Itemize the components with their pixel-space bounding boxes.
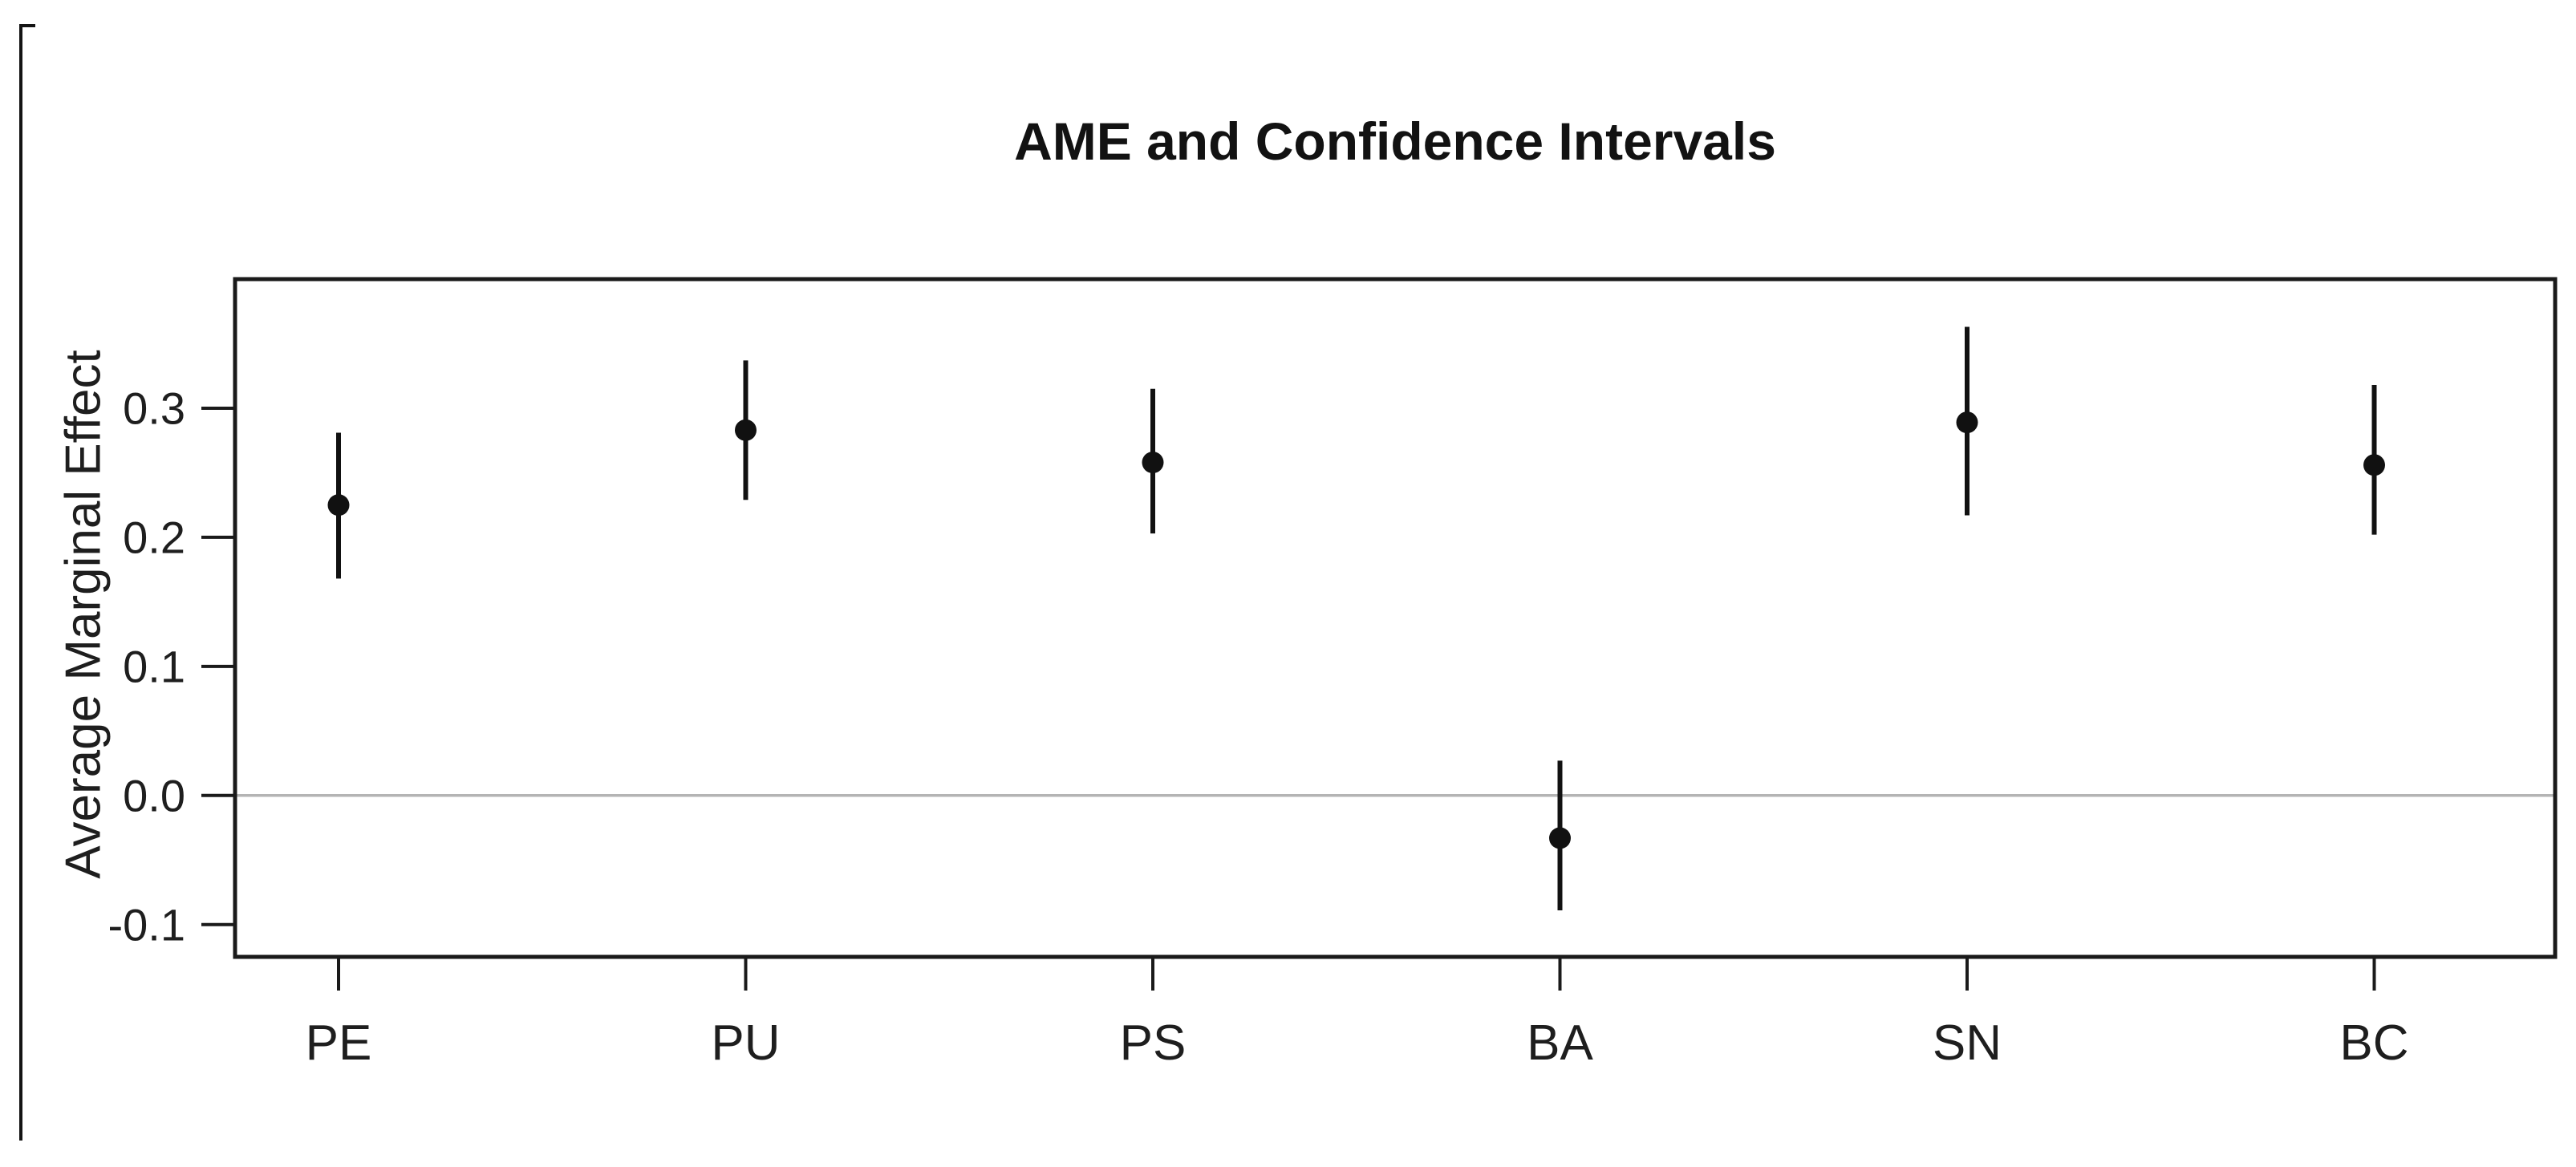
page-left-border-line [19, 24, 22, 1141]
x-category-label: BA [1527, 1015, 1593, 1071]
x-category-label: PE [306, 1015, 372, 1071]
ame-point-marker [735, 419, 757, 441]
y-tick-label: -0.1 [108, 899, 186, 950]
y-tick-label: 0.0 [123, 770, 185, 821]
page-left-border-nub [19, 24, 35, 27]
x-category-label: BC [2339, 1015, 2408, 1071]
ame-point-marker [1956, 411, 1978, 434]
x-category-label: PU [711, 1015, 780, 1071]
ame-point-marker [327, 494, 350, 517]
y-tick-label: 0.3 [123, 383, 185, 433]
ame-point-marker [2363, 454, 2385, 476]
y-tick-label: 0.2 [123, 512, 185, 562]
ame-point-marker [1549, 827, 1571, 849]
chart-title: AME and Confidence Intervals [1014, 111, 1776, 171]
x-category-label: SN [1933, 1015, 2002, 1071]
ame-point-marker [1142, 452, 1164, 474]
y-tick-label: 0.1 [123, 641, 185, 691]
plot-frame [233, 277, 2558, 959]
x-category-label: PS [1120, 1015, 1187, 1071]
